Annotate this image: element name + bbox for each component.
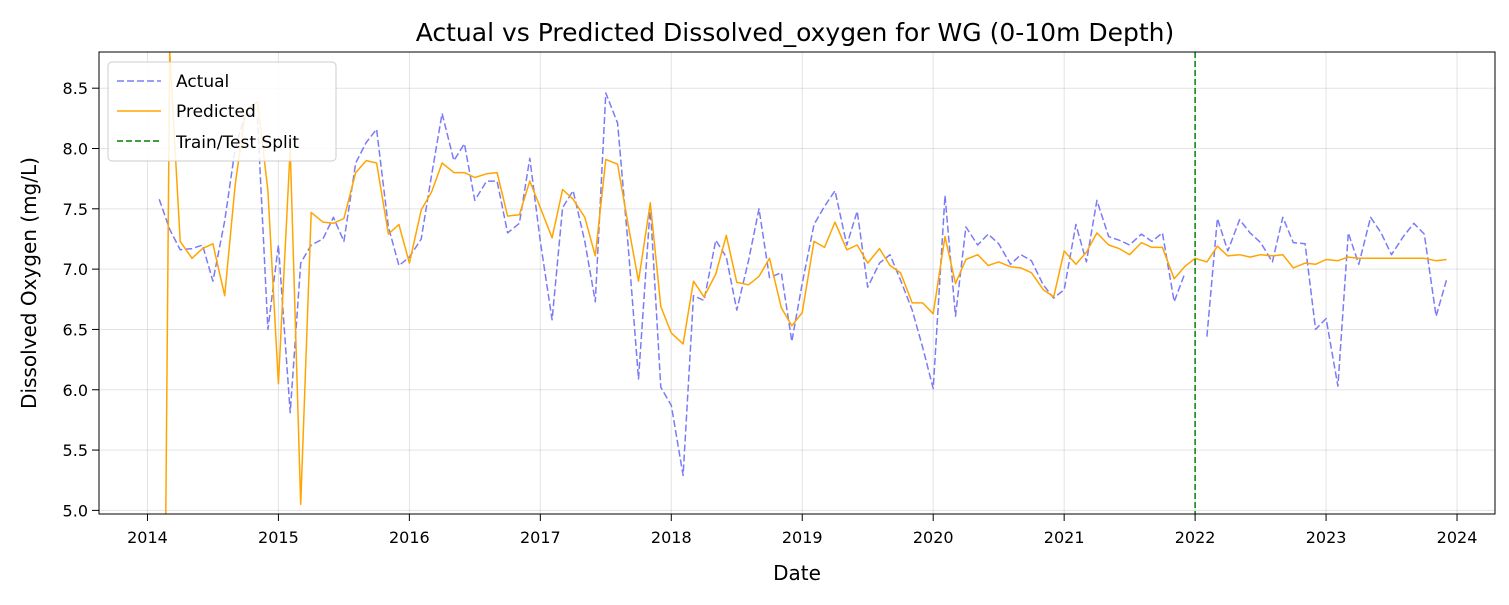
chart-title: Actual vs Predicted Dissolved_oxygen for… (416, 18, 1175, 47)
plot-frame (98, 51, 1496, 515)
x-tick-label: 2022 (1175, 528, 1216, 547)
x-tick-label: 2016 (389, 528, 430, 547)
x-tick-label: 2015 (258, 528, 299, 547)
y-tick-label: 8.5 (63, 79, 88, 98)
series-predicted-line (165, 52, 1447, 514)
y-tick-label: 7.5 (63, 200, 88, 219)
y-tick-label: 5.5 (63, 441, 88, 460)
y-tick-label: 6.0 (63, 381, 88, 400)
y-tick-label: 8.0 (63, 140, 88, 159)
legend-label-predicted: Predicted (176, 102, 256, 122)
y-axis-label: Dissolved Oxygen (mg/L) (17, 157, 41, 409)
y-tick-label: 7.0 (63, 260, 88, 279)
x-tick-label: 2021 (1044, 528, 1085, 547)
axis-ticks: 2014 2015 2016 2017 2018 2019 2020 2021 2022 2023… (63, 79, 1478, 547)
legend: Actual Predicted Train/Test Split (107, 61, 337, 162)
y-tick-label: 6.5 (63, 320, 88, 339)
x-tick-label: 2023 (1306, 528, 1347, 547)
series-actual-line (158, 92, 1448, 477)
x-tick-label: 2019 (782, 528, 823, 547)
series-layer (158, 52, 1448, 514)
legend-box (107, 61, 337, 162)
x-tick-label: 2014 (127, 528, 168, 547)
y-tick-label: 5.0 (63, 501, 88, 520)
x-axis-label: Date (773, 561, 821, 585)
x-tick-label: 2018 (651, 528, 692, 547)
x-tick-label: 2017 (520, 528, 561, 547)
x-tick-label: 2020 (913, 528, 954, 547)
x-tick-label: 2024 (1437, 528, 1478, 547)
legend-label-actual: Actual (176, 72, 229, 92)
legend-label-train-test-split: Train/Test Split (175, 133, 299, 153)
